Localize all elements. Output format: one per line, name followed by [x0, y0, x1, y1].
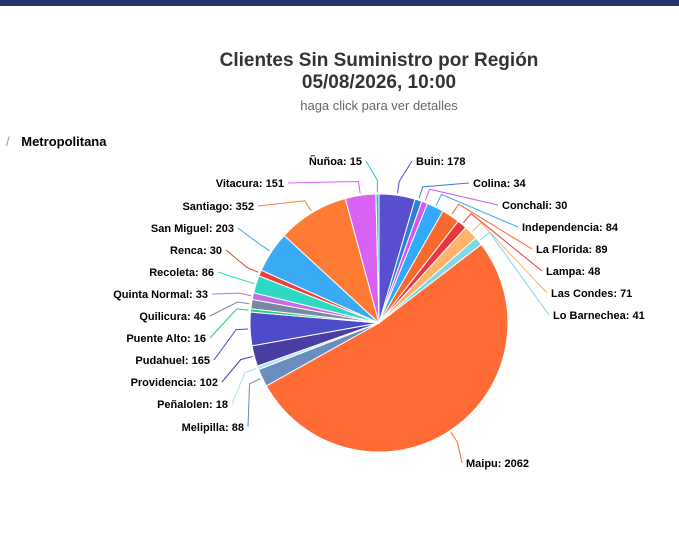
data-label-penalolen[interactable]: Peñalolen: 18 [157, 399, 228, 411]
connector-providencia [221, 356, 253, 383]
connector-nunoa [365, 160, 378, 193]
data-label-colina[interactable]: Colina: 34 [473, 178, 526, 190]
data-label-renca[interactable]: Renca: 30 [170, 245, 222, 257]
data-label-san-miguel[interactable]: San Miguel: 203 [151, 223, 234, 235]
connector-buin [397, 160, 413, 194]
pie-slice-nunoa[interactable] [375, 193, 380, 324]
connector-conchali [424, 188, 499, 206]
connector-lampa [462, 212, 543, 272]
connector-pudahuel [213, 328, 249, 361]
breadcrumb-separator: / [6, 134, 10, 149]
data-label-nunoa[interactable]: Ñuñoa: 15 [309, 155, 362, 168]
connector-san-miguel [237, 227, 270, 252]
chart-subtitle: haga click para ver detalles [300, 98, 458, 113]
connector-maipu [450, 432, 463, 464]
connector-las-condes [472, 222, 548, 294]
chart-title: Clientes Sin Suministro por Región [219, 50, 539, 71]
connector-santiago [257, 200, 312, 212]
data-label-la-florida[interactable]: La Florida: 89 [536, 244, 608, 256]
connector-melipilla [247, 378, 261, 428]
data-label-quinta-normal[interactable]: Quinta Normal: 33 [113, 289, 208, 301]
connector-puente-alto [209, 308, 249, 339]
connector-renca [225, 249, 259, 273]
data-label-providencia[interactable]: Providencia: 102 [131, 377, 218, 389]
data-label-independencia[interactable]: Independencia: 84 [522, 222, 619, 234]
data-label-lampa[interactable]: Lampa: 48 [546, 266, 600, 278]
data-label-quilicura[interactable]: Quilicura: 46 [139, 311, 206, 323]
connector-lo-barnechea [479, 231, 550, 316]
connector-quilicura [209, 301, 250, 317]
connector-vitacura [287, 180, 361, 194]
data-label-conchali[interactable]: Conchali: 30 [502, 200, 567, 212]
chart-timestamp: 05/08/2026, 10:00 [301, 72, 457, 93]
pie-slice-maipu[interactable] [265, 243, 509, 453]
breadcrumb: / Metropolitana [6, 134, 106, 149]
data-label-santiago[interactable]: Santiago: 352 [182, 201, 254, 213]
data-label-puente-alto[interactable]: Puente Alto: 16 [126, 333, 206, 345]
connector-recoleta [217, 271, 255, 285]
data-label-maipu[interactable]: Maipu: 2062 [466, 458, 529, 470]
data-label-vitacura[interactable]: Vitacura: 151 [216, 178, 284, 190]
breadcrumb-current: Metropolitana [21, 134, 107, 149]
data-label-pudahuel[interactable]: Pudahuel: 165 [135, 355, 210, 367]
data-label-melipilla[interactable]: Melipilla: 88 [182, 422, 244, 434]
data-label-lo-barnechea[interactable]: Lo Barnechea: 41 [553, 310, 645, 322]
connector-penalolen [231, 368, 257, 405]
connector-quinta-normal [211, 292, 251, 297]
connector-la-florida [451, 203, 533, 250]
connector-colina [418, 182, 470, 199]
connector-independencia [435, 193, 519, 228]
chart-title-block: Clientes Sin Suministro por Región 05/08… [0, 50, 679, 113]
data-label-recoleta[interactable]: Recoleta: 86 [149, 267, 214, 279]
data-label-buin[interactable]: Buin: 178 [416, 156, 466, 168]
top-bar [0, 0, 679, 6]
data-label-las-condes[interactable]: Las Condes: 71 [551, 288, 632, 300]
